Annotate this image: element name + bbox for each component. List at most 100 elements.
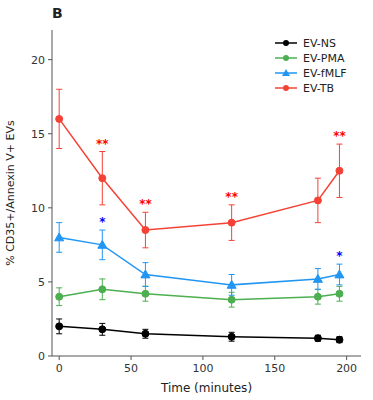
error-cap bbox=[142, 212, 148, 213]
point bbox=[228, 296, 235, 303]
error-cap bbox=[315, 178, 321, 179]
legend-item: EV-PMA bbox=[275, 52, 345, 65]
annotation: ** bbox=[333, 129, 346, 143]
x-tick bbox=[59, 356, 60, 360]
y-tick bbox=[48, 133, 52, 134]
x-axis bbox=[52, 356, 361, 357]
error-cap bbox=[142, 286, 148, 287]
error-cap bbox=[142, 262, 148, 263]
point bbox=[228, 333, 235, 340]
plot-area bbox=[55, 89, 344, 343]
error-cap bbox=[142, 286, 148, 287]
x-axis-label: Time (minutes) bbox=[160, 381, 252, 395]
y-tick-label: 0 bbox=[38, 350, 45, 363]
error-cap bbox=[336, 197, 342, 198]
point bbox=[142, 290, 149, 297]
error-cap bbox=[99, 204, 105, 205]
legend-item: EV-NS bbox=[275, 37, 336, 50]
point bbox=[314, 335, 321, 342]
point bbox=[336, 167, 343, 174]
error-cap bbox=[99, 299, 105, 300]
error-cap bbox=[336, 286, 342, 287]
error-cap bbox=[229, 240, 235, 241]
x-tick-label: 150 bbox=[264, 362, 285, 375]
line bbox=[59, 237, 339, 284]
y-tick bbox=[48, 281, 52, 282]
error-bar bbox=[99, 152, 105, 205]
annotation: ** bbox=[139, 197, 152, 211]
error-cap bbox=[315, 304, 321, 305]
error-cap bbox=[99, 230, 105, 231]
x-tick-label: 200 bbox=[336, 362, 357, 375]
error-bar bbox=[99, 323, 105, 335]
x-tick-label: 0 bbox=[56, 362, 63, 375]
error-cap bbox=[56, 333, 62, 334]
error-cap bbox=[336, 264, 342, 265]
error-bar bbox=[315, 289, 321, 304]
x-tick-label: 50 bbox=[124, 362, 138, 375]
error-cap bbox=[229, 341, 235, 342]
point bbox=[314, 197, 321, 204]
error-bar bbox=[315, 335, 321, 341]
series bbox=[56, 89, 343, 248]
legend-item: EV-TB bbox=[275, 82, 334, 95]
point bbox=[55, 233, 64, 241]
error-cap bbox=[229, 307, 235, 308]
legend-marker bbox=[283, 40, 289, 46]
error-cap bbox=[56, 222, 62, 223]
error-cap bbox=[142, 301, 148, 302]
error-bar bbox=[142, 212, 148, 248]
error-cap bbox=[229, 332, 235, 333]
error-cap bbox=[229, 295, 235, 296]
error-cap bbox=[99, 278, 105, 279]
line bbox=[59, 326, 339, 339]
point bbox=[56, 323, 63, 330]
error-cap bbox=[336, 301, 342, 302]
series bbox=[55, 223, 344, 296]
error-cap bbox=[336, 144, 342, 145]
y-tick-label: 10 bbox=[31, 202, 45, 215]
error-cap bbox=[56, 89, 62, 90]
y-tick-label: 5 bbox=[38, 276, 45, 289]
legend-label: EV-fMLF bbox=[303, 67, 347, 80]
point bbox=[56, 293, 63, 300]
point bbox=[98, 240, 107, 248]
error-bar bbox=[56, 89, 62, 148]
error-cap bbox=[56, 318, 62, 319]
series bbox=[56, 319, 343, 343]
error-bar bbox=[56, 319, 62, 334]
error-bar bbox=[315, 178, 321, 222]
error-cap bbox=[99, 259, 105, 260]
error-cap bbox=[229, 274, 235, 275]
error-cap bbox=[142, 329, 148, 330]
error-cap bbox=[56, 305, 62, 306]
y-tick-label: 20 bbox=[31, 54, 45, 67]
legend-marker bbox=[283, 85, 289, 91]
point bbox=[56, 115, 63, 122]
annotation: * bbox=[99, 215, 106, 229]
point bbox=[141, 270, 150, 278]
y-tick-label: 15 bbox=[31, 128, 45, 141]
x-tick bbox=[274, 356, 275, 360]
legend-label: EV-TB bbox=[303, 82, 334, 95]
legend: EV-NS EV-PMA EV-fMLF EV-TB bbox=[275, 37, 347, 95]
error-bar bbox=[142, 329, 148, 338]
error-cap bbox=[56, 252, 62, 253]
legend-item: EV-fMLF bbox=[275, 67, 347, 80]
y-tick bbox=[48, 59, 52, 60]
error-cap bbox=[56, 287, 62, 288]
error-bar bbox=[336, 144, 342, 197]
chart: B05010015020005101520Time (minutes)% CD3… bbox=[0, 0, 373, 400]
x-tick bbox=[131, 356, 132, 360]
error-cap bbox=[99, 151, 105, 152]
error-bar bbox=[229, 332, 235, 341]
error-bar bbox=[142, 286, 148, 301]
error-bar bbox=[99, 279, 105, 300]
error-cap bbox=[142, 338, 148, 339]
error-cap bbox=[229, 204, 235, 205]
legend-marker bbox=[282, 69, 290, 76]
y-tick bbox=[48, 356, 52, 357]
y-axis-label: % CD35+/Annexin V+ EVs bbox=[4, 120, 17, 266]
point bbox=[142, 330, 149, 337]
error-cap bbox=[315, 222, 321, 223]
